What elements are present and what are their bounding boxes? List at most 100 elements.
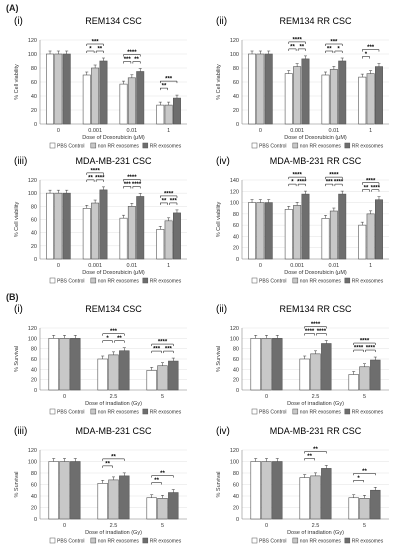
significance-label: *** (124, 57, 132, 63)
y-tick-label: 80 (31, 66, 37, 72)
bar (70, 461, 81, 520)
bar (97, 358, 108, 391)
y-tick-label: 60 (31, 80, 37, 86)
y-tick-label: 60 (233, 483, 239, 489)
y-tick-label: 0 (34, 517, 37, 523)
significance-bracket (334, 50, 343, 53)
bar (157, 365, 168, 391)
significance-label: ** (290, 44, 295, 50)
y-tick-label: 40 (233, 234, 239, 240)
legend-swatch (49, 408, 56, 415)
x-tick-label: 0 (265, 523, 268, 529)
significance-bracket (160, 202, 168, 205)
bar (119, 217, 128, 260)
bar (156, 229, 165, 260)
y-tick-label: 80 (233, 212, 239, 218)
significance-label: ** (105, 461, 110, 467)
y-tick-label: 0 (236, 388, 239, 394)
bar (358, 76, 367, 125)
x-axis-label: Dose of Doxorubicin (μM) (284, 135, 347, 141)
chart-title: REM134 RR CSC (279, 304, 352, 314)
y-tick-label: 40 (233, 367, 239, 373)
x-axis-label: Dose of irradiation (Gy) (287, 401, 344, 407)
y-tick-label: 80 (233, 471, 239, 477)
legend-swatch (251, 277, 258, 284)
legend-swatch (292, 277, 299, 284)
legend-swatch (49, 142, 56, 149)
significance-label: ** (160, 471, 165, 477)
significance-label: **** (132, 182, 142, 188)
significance-bracket (95, 179, 104, 182)
chart-svg: (iii) MDA-MB-231 CSC 0 20 40 60 80 100 120 % Surv… (14, 426, 187, 545)
panel-roman-label: (ii) (216, 16, 227, 27)
significance-bracket (362, 182, 380, 185)
x-axis-label: Dose of Doxorubicin (μM) (82, 270, 145, 276)
legend-swatch (292, 408, 299, 415)
legend-swatch (142, 537, 149, 544)
y-axis-label: % Cell viability (14, 202, 20, 238)
y-tick-label: 80 (233, 347, 239, 353)
significance-label: * (357, 476, 360, 482)
legend-label: non RR exosomes (98, 279, 140, 285)
significance-bracket (123, 61, 132, 64)
significance-bracket (304, 326, 327, 329)
significance-label: *** (92, 40, 100, 46)
chart-svg: (i) REM134 CSC 0 20 40 60 80 100 120 % Survival Do… (14, 304, 187, 416)
significance-label: *** (170, 198, 178, 204)
legend-label: PBS Control (57, 539, 85, 545)
y-tick-label: 20 (233, 378, 239, 384)
significance-bracket (288, 183, 297, 187)
bar (164, 104, 173, 125)
x-tick-label: 2.5 (312, 523, 320, 529)
significance-bracket (288, 176, 306, 180)
y-tick-label: 120 (28, 178, 37, 184)
significance-label: **** (127, 175, 137, 181)
legend-label: non RR exosomes (300, 279, 342, 285)
panel-b-i: (i) REM134 CSC 0 20 40 60 80 100 120 % Survival Do… (8, 300, 193, 418)
significance-label: * (106, 336, 109, 342)
bar (70, 338, 81, 391)
bar (62, 192, 71, 260)
y-tick-label: 0 (236, 257, 239, 263)
significance-label: ** (299, 44, 304, 50)
significance-bracket (288, 48, 297, 51)
significance-label: ** (134, 57, 139, 63)
x-tick-label: 5 (363, 394, 366, 400)
y-axis-label: % Cell viability (216, 64, 222, 100)
significance-label: **** (366, 346, 376, 352)
bar (321, 74, 330, 125)
bar (264, 53, 273, 125)
bar (91, 67, 100, 125)
significance-bracket (353, 480, 364, 483)
bar (248, 53, 256, 125)
y-tick-label: 20 (31, 244, 37, 250)
significance-label: *** (165, 347, 173, 353)
x-tick-label: 0.001 (290, 263, 304, 269)
significance-bracket (325, 43, 343, 46)
significance-label: ** (111, 454, 116, 460)
panel-a-iv: (iv) MDA-MB-231 RR CSC 0 20 40 60 80 100 120 140%… (210, 152, 395, 287)
legend-swatch (344, 142, 351, 149)
panel-roman-label: (ii) (216, 304, 227, 315)
significance-bracket (362, 49, 380, 52)
panel-roman-label: (i) (14, 16, 23, 27)
significance-label: * (291, 180, 294, 186)
significance-bracket (151, 482, 162, 485)
legend-label: RR exosomes (150, 539, 182, 545)
legend-swatch (344, 277, 351, 284)
legend-label: RR exosomes (150, 144, 182, 150)
significance-label: ** (162, 84, 167, 90)
significance-bracket (86, 172, 104, 175)
significance-bracket (123, 179, 141, 182)
significance-label: * (337, 47, 340, 53)
significance-bracket (325, 50, 334, 53)
bar (299, 477, 310, 520)
significance-bracket (160, 80, 178, 84)
legend-swatch (90, 277, 97, 284)
bar (119, 350, 130, 391)
bar (168, 492, 179, 520)
bar (359, 366, 370, 391)
legend-label: non RR exosomes (300, 539, 342, 545)
y-tick-label: 20 (233, 108, 239, 114)
bar (293, 205, 302, 260)
